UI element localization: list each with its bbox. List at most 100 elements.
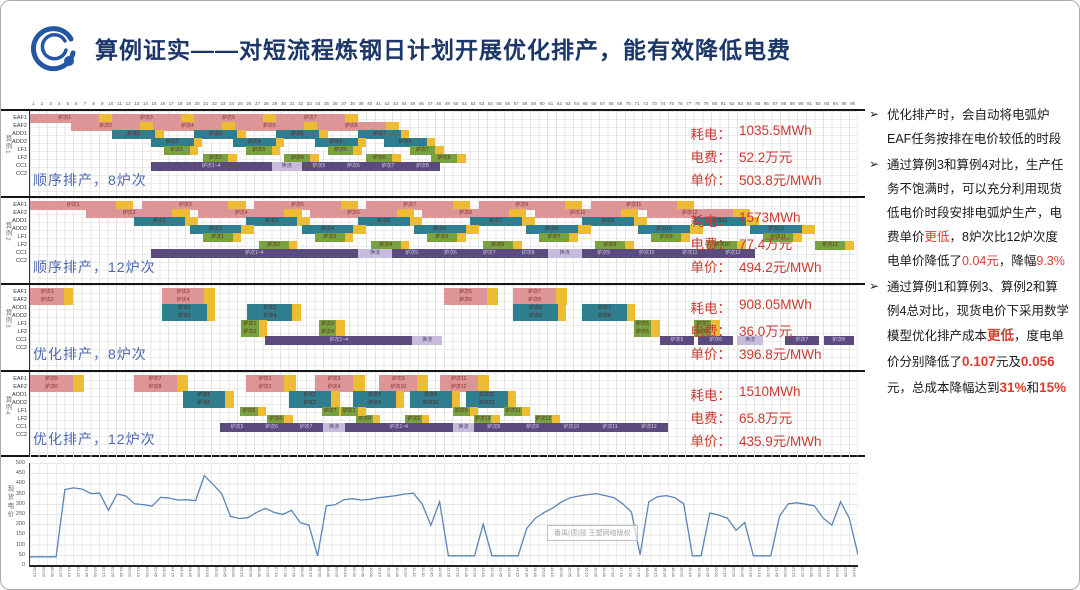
panel-stats: 耗电： 1573MWh 电费： 77.4万元 单价： 494.2元/MWh: [691, 210, 858, 276]
transition-bar: [284, 209, 302, 218]
transition-bar: [271, 146, 281, 155]
gantt-bar: 炉次4: [247, 312, 293, 321]
gantt-bar: 炉次10: [534, 209, 621, 218]
transition-bar: [288, 241, 298, 250]
gantt-bar: 炉次8: [316, 122, 386, 131]
gantt-bar: 炉次6: [30, 383, 74, 392]
gantt-bar: 炉次8: [581, 312, 627, 321]
time-tick: 67: [600, 101, 606, 106]
time-tick: 14: [142, 101, 148, 106]
transition-bar: [172, 209, 190, 218]
gantt-bar: 炉次5: [392, 249, 432, 258]
time-tick: 58: [522, 101, 528, 106]
time-label: 05:15: [205, 567, 211, 578]
note-highlight: 0.056: [1020, 353, 1055, 369]
gantt-bar: 炉次8: [133, 383, 177, 392]
stat-label: 电费：: [690, 237, 732, 252]
time-label: 16:15: [584, 567, 590, 578]
time-label: 04:00: [162, 567, 167, 578]
transition-bar: [395, 399, 405, 408]
gantt-bar: 炉次7: [538, 233, 570, 242]
gantt-bar: 炉次3: [245, 217, 298, 226]
time-label: 20:15: [722, 567, 728, 578]
time-tick: 41: [375, 101, 381, 106]
price-tick-label: 350: [15, 490, 25, 497]
transition-bar: [257, 407, 267, 416]
transition-bar: [521, 407, 531, 416]
time-label: 07:30: [282, 567, 288, 578]
time-label: 18:00: [645, 567, 650, 578]
time-label: 00:30: [41, 567, 47, 578]
note-segment: ，8炉次比12炉次度电单价降低了: [887, 230, 1058, 268]
transition-bar: [340, 201, 358, 210]
time-label: 02:30: [110, 567, 116, 578]
gantt-bar: 炉次11: [439, 375, 478, 384]
time-tick: 76: [677, 101, 683, 106]
time-tick: 25: [237, 101, 243, 106]
time-label: 17:30: [627, 567, 633, 578]
stat-value: 435.9元/MWh: [739, 434, 822, 449]
case-label: 算例4: [4, 396, 11, 416]
time-label: 13:30: [489, 567, 495, 578]
time-tick: 8: [92, 101, 95, 106]
gantt-bar: 炉次3: [193, 130, 237, 139]
time-label: 08:45: [325, 567, 331, 578]
gantt-bar: 炉次1: [30, 201, 117, 210]
gantt-bar: 炉次5: [182, 391, 225, 400]
time-tick: 70: [625, 101, 631, 106]
transition-bar: [392, 154, 401, 163]
machine-label: LF2: [17, 416, 27, 422]
time-label: 15:30: [558, 567, 564, 578]
gantt-bar: 炉次2: [30, 296, 65, 305]
time-tick: 17: [168, 101, 174, 106]
transition-bar: [557, 312, 567, 321]
gantt-bar: 换浇: [547, 249, 582, 258]
time-tick: 73: [651, 101, 657, 106]
time-tick: 78: [694, 101, 700, 106]
gantt-bar: 炉次9: [478, 201, 565, 210]
time-tick: 42: [384, 101, 390, 106]
machine-label: CC2: [15, 258, 27, 264]
time-label: 00:45: [49, 567, 55, 578]
gantt-bar: 炉次9: [651, 233, 682, 242]
gantt-bar: 炉次12: [465, 399, 508, 408]
machine-label: CC1: [15, 250, 27, 256]
transition-bar: [232, 233, 242, 242]
time-label: 22:00: [783, 567, 788, 578]
time-label: 01:45: [84, 567, 90, 578]
transition-bar: [556, 296, 568, 305]
time-label: 16:30: [593, 567, 599, 578]
gantt-bar: 炉次5: [30, 375, 74, 384]
gantt-bar: 炉次8: [405, 162, 440, 171]
gantt-bar: 炉次9: [513, 423, 552, 432]
gantt-bar: 炉次1: [202, 233, 233, 242]
gantt-bar: 炉次11: [668, 249, 712, 258]
time-label: 21:00: [748, 567, 754, 578]
transition-bar: [396, 209, 414, 218]
gantt-bar: 换浇: [357, 249, 393, 258]
time-tick: 11: [117, 101, 122, 106]
price-tick-label: 150: [15, 531, 25, 538]
time-label: 23:00: [817, 567, 823, 578]
time-label: 17:45: [636, 567, 642, 578]
transition-bar: [487, 288, 499, 297]
time-tick: 35: [324, 101, 330, 106]
price-tick-label: 0: [21, 562, 25, 568]
machine-label: LF2: [17, 242, 27, 248]
gantt-panel: 算例3 EAF1 EAF2 AOD1 AOD2 LF1 LF2 CC1 CC2 炉次1 炉次2 炉次3…: [1, 283, 865, 370]
time-tick: 52: [470, 101, 476, 106]
stat-label: 单价：: [690, 434, 732, 449]
time-tick: 12: [125, 101, 131, 106]
time-label: 18:30: [662, 567, 668, 578]
gantt-bar: 炉次8: [525, 225, 578, 234]
time-tick: 13: [134, 101, 140, 106]
time-tick: 37: [341, 101, 347, 106]
time-tick: 96: [850, 101, 856, 106]
gantt-bar: 炉次5: [254, 201, 341, 210]
machine-label: AOD2: [12, 400, 27, 406]
transition-bar: [452, 201, 470, 210]
note-text: 优化排产时，会自动将电弧炉EAF任务按排在电价较低的时段: [887, 103, 1069, 151]
stat-value: 396.8元/MWh: [739, 347, 822, 362]
gantt-bar: 炉次10: [474, 415, 492, 424]
